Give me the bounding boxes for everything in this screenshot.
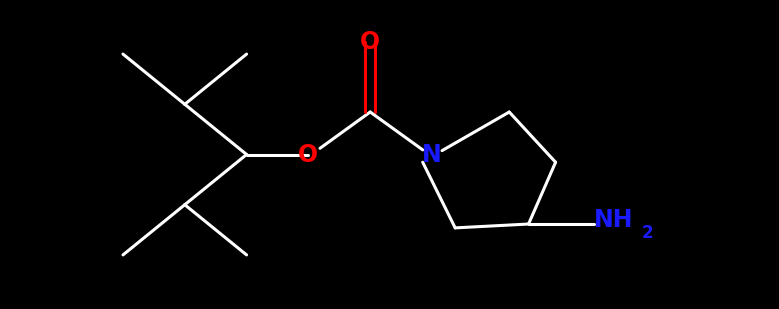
Text: O: O bbox=[360, 31, 380, 54]
Text: N: N bbox=[422, 142, 442, 167]
Text: NH: NH bbox=[594, 208, 633, 232]
Text: 2: 2 bbox=[642, 224, 654, 242]
Text: O: O bbox=[298, 142, 319, 167]
